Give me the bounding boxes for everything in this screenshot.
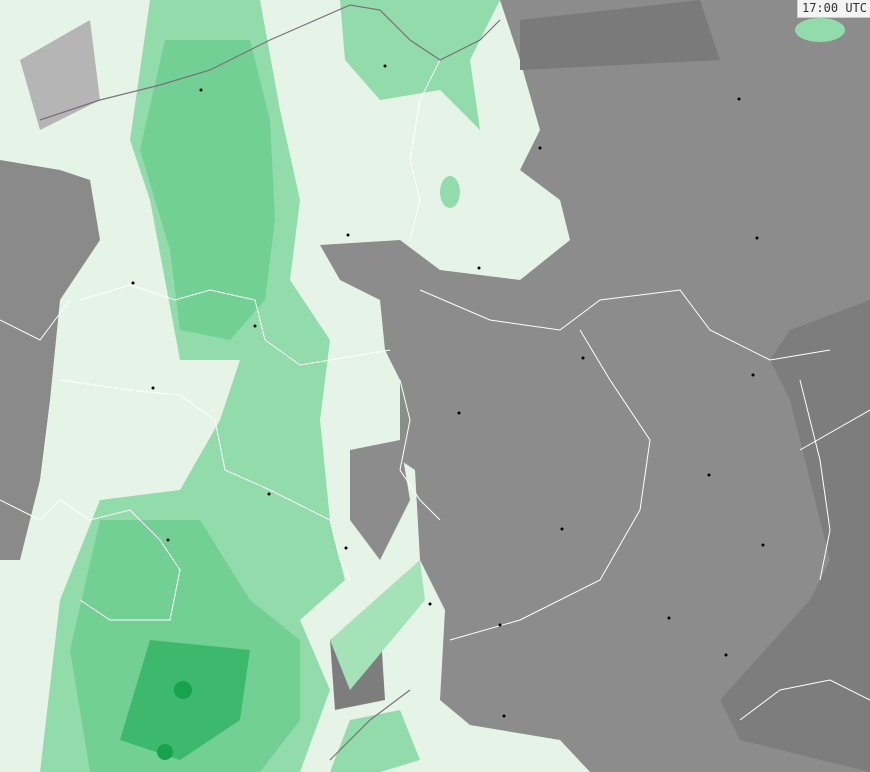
coastline bbox=[39, 4, 501, 761]
city-markers bbox=[131, 64, 765, 718]
country-borders bbox=[0, 59, 870, 721]
time-label: 17:00 UTC bbox=[796, 0, 870, 18]
precipitation-layer bbox=[40, 0, 845, 772]
